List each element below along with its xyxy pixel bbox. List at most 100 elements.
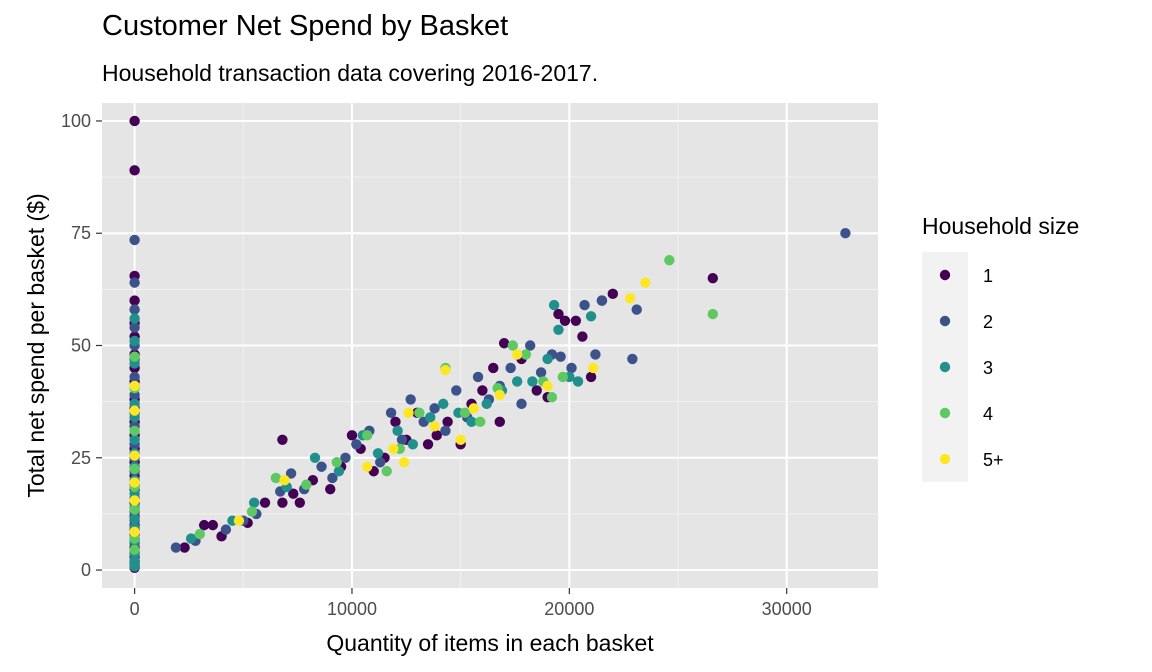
data-point [557, 371, 569, 383]
data-point [129, 234, 140, 246]
data-point [129, 425, 140, 437]
data-point [498, 338, 510, 349]
legend-swatch [939, 269, 951, 281]
legend-label: 4 [983, 404, 993, 424]
data-point [392, 425, 403, 437]
data-point [407, 439, 419, 450]
legend-label: 1 [983, 266, 993, 286]
data-point [535, 367, 547, 378]
data-point [542, 353, 553, 365]
data-point [179, 542, 190, 553]
legend-label: 5+ [983, 450, 1004, 470]
x-axis-title: Quantity of items in each basket [326, 630, 654, 656]
data-point [466, 416, 477, 428]
data-point [129, 322, 140, 333]
data-point [129, 405, 140, 416]
data-point [707, 272, 719, 284]
data-point [546, 391, 558, 403]
data-point [468, 403, 479, 414]
data-point [351, 439, 362, 450]
legend-swatch [939, 453, 951, 465]
data-point [531, 385, 542, 396]
data-point [279, 475, 290, 486]
tick-labels: 0 10000 20000 30000 0 25 50 75 100 [61, 111, 812, 619]
data-point [440, 425, 451, 437]
data-point [555, 351, 566, 362]
data-point [185, 533, 197, 544]
data-point [129, 477, 140, 488]
data-point [372, 448, 384, 459]
data-point [246, 506, 258, 517]
data-point [288, 488, 299, 499]
data-point [455, 434, 466, 446]
data-point [625, 293, 636, 304]
data-point [270, 472, 282, 484]
data-point [375, 457, 386, 468]
data-point [459, 407, 471, 419]
legend-swatch [939, 315, 951, 327]
data-point [331, 457, 342, 468]
data-point [627, 353, 638, 365]
data-point [325, 484, 336, 495]
data-point [129, 304, 140, 315]
data-point [129, 504, 140, 515]
data-point [511, 376, 523, 387]
x-tick-label: 0 [130, 599, 140, 619]
data-point [414, 407, 425, 419]
data-point [607, 288, 619, 300]
chart-title: Customer Net Spend by Basket [102, 10, 509, 42]
data-point [405, 394, 416, 405]
data-point [129, 380, 140, 392]
data-point [442, 416, 453, 428]
data-point [129, 335, 140, 347]
x-tick-label: 20000 [544, 599, 594, 619]
legend-title: Household size [922, 213, 1079, 239]
y-axis-title: Total net spend per basket ($) [23, 193, 49, 497]
data-point [259, 497, 271, 508]
data-point [579, 299, 590, 311]
data-point [129, 277, 140, 288]
legend-swatch [939, 407, 951, 419]
legend: Household size 1 2 3 4 5+ [922, 213, 1079, 482]
data-point [129, 313, 140, 324]
data-point [309, 452, 321, 463]
data-point [277, 497, 288, 508]
data-point [494, 416, 505, 428]
data-points [129, 115, 851, 573]
legend-items: 1 2 3 4 5+ [939, 266, 1004, 470]
data-point [488, 362, 499, 374]
data-point [664, 254, 675, 266]
data-point [505, 362, 516, 374]
data-point [385, 407, 397, 419]
data-point [631, 304, 642, 315]
data-point [294, 497, 306, 508]
data-point [129, 526, 140, 538]
data-point [588, 362, 599, 374]
data-point [475, 416, 486, 428]
data-point [527, 376, 538, 387]
data-point [570, 315, 582, 327]
data-point [398, 457, 410, 468]
data-point [577, 331, 588, 342]
data-point [396, 434, 408, 446]
x-tick-label: 10000 [327, 599, 377, 619]
data-point [333, 466, 345, 477]
data-point [390, 416, 401, 428]
data-point [129, 295, 140, 306]
data-point [494, 389, 505, 401]
data-point [451, 385, 462, 396]
data-point [585, 371, 597, 383]
data-point [346, 430, 358, 441]
data-point [129, 561, 140, 572]
data-point [233, 515, 245, 526]
data-point [472, 371, 484, 383]
axis-ticks [96, 120, 788, 594]
data-point [481, 398, 492, 410]
data-point [277, 434, 288, 446]
data-point [477, 385, 488, 396]
data-point [566, 362, 577, 374]
data-point [248, 497, 260, 508]
data-point [516, 398, 527, 410]
data-point [207, 519, 219, 531]
